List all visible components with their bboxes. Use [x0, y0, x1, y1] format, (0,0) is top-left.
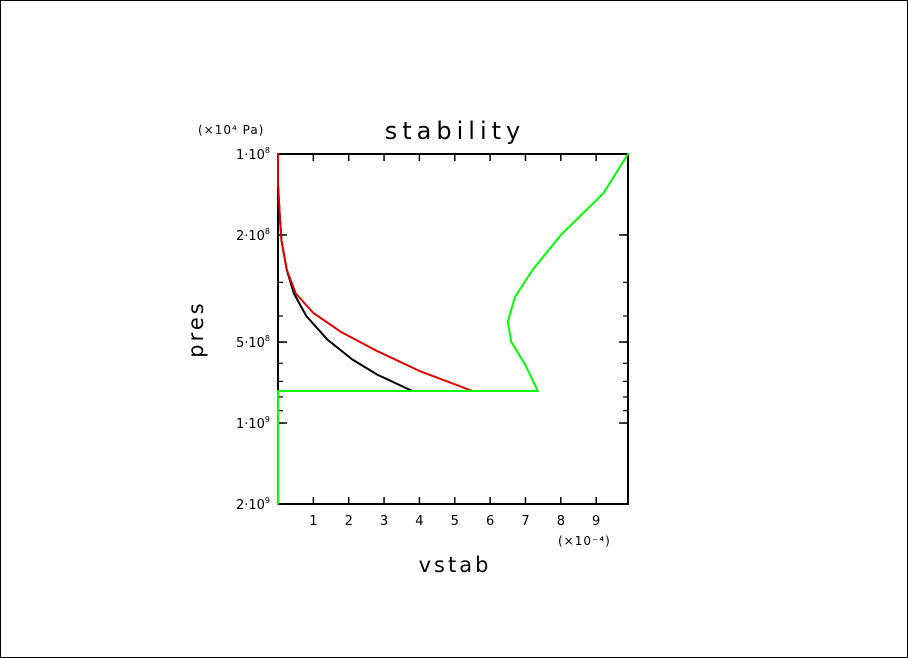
chart-title: stability: [385, 117, 525, 145]
y-tick-label: 2·109: [236, 496, 270, 513]
y-tick-mantissa: 1·10: [236, 148, 265, 163]
y-tick-label: 1·109: [236, 415, 270, 432]
y-tick-label: 1·108: [236, 146, 270, 163]
y-axis-label: pres: [184, 300, 208, 357]
y-tick-mantissa: 1·10: [236, 417, 265, 432]
y-tick-exponent: 9: [265, 415, 270, 424]
y-tick-mantissa: 2·10: [236, 498, 265, 513]
y-tick-label: 2·108: [236, 227, 270, 244]
x-axis-label: vstab: [419, 553, 492, 577]
series-lines: [277, 153, 629, 505]
y-tick-exponent: 8: [265, 146, 270, 155]
series-line-2: [277, 153, 474, 392]
y-tick-mantissa: 5·10: [236, 336, 265, 351]
y-tick-exponent: 8: [265, 227, 270, 236]
y-unit-label: (×10⁴ Pa): [198, 123, 264, 137]
x-tick-label: 9: [592, 514, 600, 529]
plot-area: [277, 153, 629, 505]
y-tick-label: 5·108: [236, 334, 270, 351]
x-unit-label: (×10⁻⁴): [558, 534, 611, 548]
x-tick-label: 7: [521, 514, 529, 529]
x-tick-label: 8: [557, 514, 565, 529]
y-tick-exponent: 8: [265, 334, 270, 343]
series-line-3: [277, 153, 629, 505]
x-tick-label: 2: [345, 514, 353, 529]
x-tick-label: 1: [309, 514, 317, 529]
x-tick-label: 6: [486, 514, 494, 529]
series-line-1: [277, 153, 414, 392]
y-tick-mantissa: 2·10: [236, 229, 265, 244]
x-tick-label: 5: [451, 514, 459, 529]
y-tick-exponent: 9: [265, 496, 270, 505]
x-tick-label: 3: [380, 514, 388, 529]
x-tick-label: 4: [415, 514, 423, 529]
